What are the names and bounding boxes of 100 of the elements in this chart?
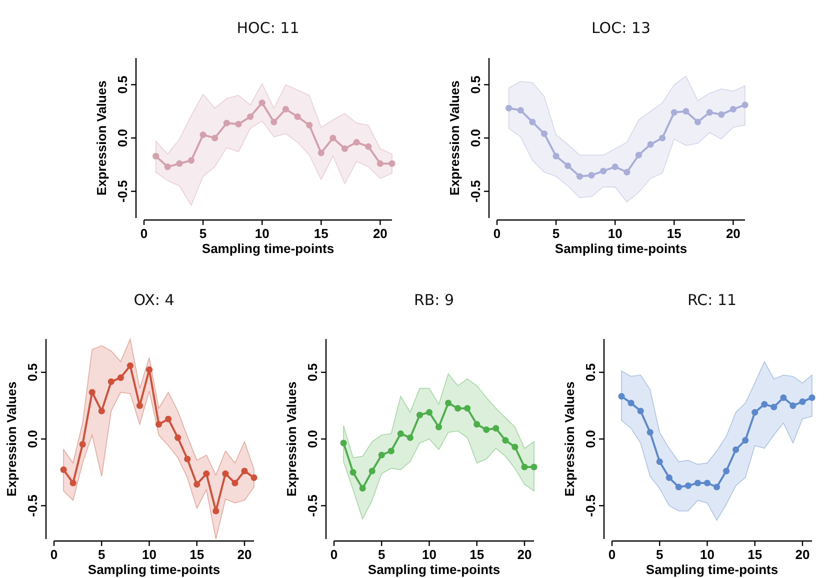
point: [155, 421, 162, 428]
point: [635, 152, 642, 158]
point: [790, 402, 796, 409]
y-tick-label: 0.0: [115, 128, 130, 148]
point: [232, 480, 238, 486]
point: [203, 470, 210, 477]
point: [483, 426, 490, 433]
x-axis-title: Sampling time-points: [368, 562, 500, 577]
point: [258, 100, 266, 106]
x-tick-label: 20: [237, 547, 252, 562]
point: [694, 118, 702, 126]
point: [540, 130, 548, 138]
y-axis-title: Expression Values: [284, 382, 299, 496]
point: [464, 405, 471, 412]
y-tick-label: 0.0: [468, 128, 483, 148]
y-tick-label: 0.0: [583, 430, 598, 448]
point: [770, 404, 778, 410]
chart-title: RB: 9: [414, 291, 454, 309]
point: [126, 362, 134, 369]
x-tick-label: 20: [372, 226, 388, 241]
point: [359, 485, 366, 492]
chart-title: RC: 11: [687, 291, 737, 309]
point: [780, 394, 787, 401]
x-tick-label: 20: [795, 547, 810, 562]
chart-title: HOC: 11: [236, 19, 300, 37]
point: [704, 480, 711, 486]
point: [628, 400, 634, 406]
point: [79, 441, 86, 448]
point: [761, 401, 768, 408]
point: [406, 434, 414, 441]
point: [647, 141, 654, 148]
point: [502, 437, 509, 444]
point: [730, 106, 736, 112]
point: [212, 134, 218, 142]
y-tick-label: -0.5: [25, 494, 40, 517]
x-tick-label: 10: [608, 226, 622, 241]
point: [306, 122, 313, 128]
y-tick-label: 0.5: [305, 363, 320, 382]
point: [752, 409, 758, 416]
point: [682, 108, 690, 115]
y-tick-label: -0.5: [305, 494, 320, 517]
y-tick-label: 0.0: [305, 430, 320, 448]
point: [742, 102, 748, 108]
point: [164, 164, 171, 170]
y-tick-label: 0.5: [25, 363, 40, 382]
point: [270, 118, 278, 126]
point: [117, 374, 124, 381]
y-axis-title: Expression Values: [94, 80, 109, 196]
x-tick-label: 20: [726, 226, 740, 241]
point: [675, 484, 682, 490]
point: [656, 458, 663, 465]
point: [618, 393, 625, 400]
y-tick-label: 0.5: [115, 76, 130, 94]
point: [612, 164, 618, 170]
point: [530, 464, 538, 470]
point: [152, 152, 160, 160]
point: [742, 437, 749, 444]
point: [353, 138, 360, 146]
point: [282, 106, 290, 112]
x-tick-label: 15: [314, 226, 328, 241]
point: [294, 113, 301, 120]
point: [576, 173, 583, 180]
point: [340, 440, 347, 446]
point: [184, 456, 191, 462]
point: [108, 378, 114, 385]
x-tick-label: 15: [190, 547, 204, 562]
point: [341, 145, 348, 152]
point: [416, 412, 424, 418]
point: [318, 150, 324, 156]
point: [517, 106, 524, 114]
chart-title: OX: 4: [134, 291, 174, 309]
point: [492, 425, 500, 432]
x-tick-label: 5: [552, 226, 560, 241]
chart-title: LOC: 13: [591, 19, 651, 37]
y-tick-label: -0.5: [115, 180, 130, 203]
point: [670, 109, 678, 116]
point: [808, 394, 816, 401]
x-tick-label: 10: [254, 226, 270, 241]
point: [646, 429, 654, 436]
x-tick-label: 10: [422, 547, 436, 562]
point: [146, 366, 153, 373]
y-tick-label: 0.0: [25, 430, 40, 448]
point: [506, 104, 512, 112]
point: [713, 484, 720, 490]
x-tick-label: 15: [470, 547, 484, 562]
x-tick-label: 0: [608, 547, 616, 562]
point: [397, 430, 404, 437]
point: [684, 482, 692, 489]
point: [666, 474, 672, 481]
point: [552, 152, 560, 160]
point: [718, 111, 725, 118]
point: [368, 468, 376, 474]
point: [454, 405, 462, 412]
x-tick-label: 0: [330, 547, 338, 562]
point: [659, 134, 666, 142]
point: [176, 160, 183, 167]
point: [88, 389, 96, 396]
point: [722, 468, 730, 474]
point: [521, 464, 528, 470]
y-axis-title: Expression Values: [4, 382, 19, 496]
